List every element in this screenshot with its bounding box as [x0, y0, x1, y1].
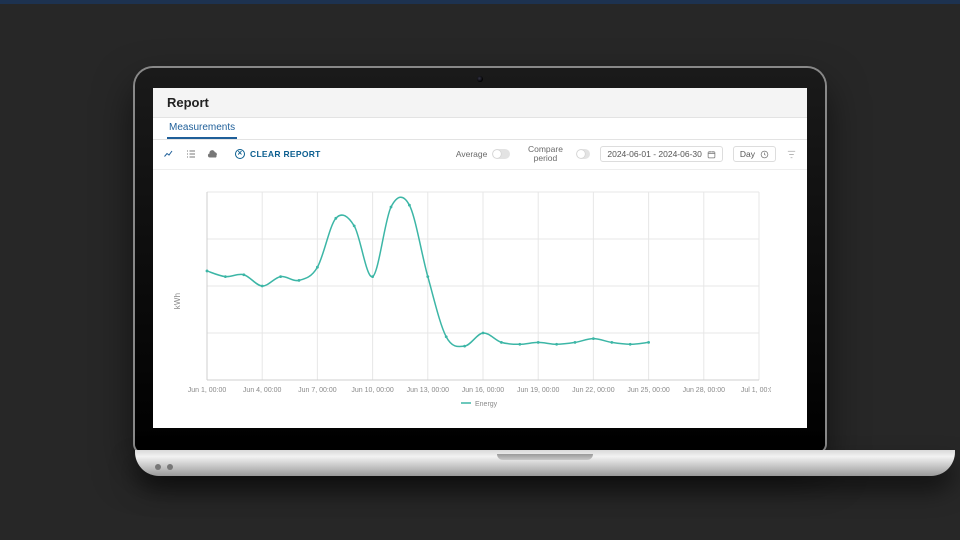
- page-background: Report Measurements CLEAR REPO: [0, 0, 960, 540]
- data-point: [463, 344, 466, 347]
- x-tick-label: Jun 10, 00:00: [351, 387, 394, 394]
- page-title-bar: Report: [153, 88, 807, 118]
- legend-label: Energy: [475, 401, 498, 408]
- data-point: [334, 217, 337, 220]
- compare-toggle[interactable]: [576, 149, 591, 159]
- chart-area: kWh Jun 1, 00:00 Jun 4, 00:00 Jun 7, 00:00…: [153, 170, 807, 428]
- data-point: [500, 341, 503, 344]
- x-tick-label: Jul 1, 00:00: [741, 387, 771, 394]
- data-point: [261, 284, 264, 287]
- data-point: [555, 343, 558, 346]
- data-point: [390, 205, 393, 208]
- data-point: [371, 275, 374, 278]
- granularity-label: Day: [740, 149, 755, 159]
- data-point: [279, 275, 282, 278]
- page-title: Report: [167, 95, 209, 110]
- x-tick-label: Jun 7, 00:00: [298, 387, 337, 394]
- laptop-base: [135, 450, 955, 476]
- average-toggle-group: Average: [456, 149, 511, 159]
- clear-report-label: CLEAR REPORT: [250, 149, 321, 159]
- app-viewport: Report Measurements CLEAR REPO: [153, 88, 807, 428]
- data-point: [242, 273, 245, 276]
- clock-icon: [760, 150, 769, 159]
- average-toggle[interactable]: [492, 149, 510, 159]
- date-range-label: 2024-06-01 - 2024-06-30: [607, 149, 702, 159]
- list-icon[interactable]: [185, 148, 197, 160]
- data-point: [518, 343, 521, 346]
- data-point: [647, 341, 650, 344]
- x-tick-label: Jun 13, 00:00: [407, 387, 450, 394]
- tab-measurements[interactable]: Measurements: [167, 118, 237, 139]
- data-point: [537, 341, 540, 344]
- data-point: [224, 275, 227, 278]
- laptop-mock: Report Measurements CLEAR REPO: [135, 68, 825, 476]
- data-point: [206, 269, 209, 272]
- cloud-download-icon[interactable]: [207, 148, 219, 160]
- calendar-icon: [707, 150, 716, 159]
- data-point: [574, 341, 577, 344]
- clear-report-button[interactable]: CLEAR REPORT: [235, 149, 321, 159]
- data-point: [298, 279, 301, 282]
- x-tick-label: Jun 28, 00:00: [683, 387, 726, 394]
- data-point: [353, 224, 356, 227]
- tab-label: Measurements: [169, 122, 235, 133]
- data-point: [592, 337, 595, 340]
- tab-strip: Measurements: [153, 118, 807, 140]
- x-tick-label: Jun 19, 00:00: [517, 387, 560, 394]
- energy-line-chart: Jun 1, 00:00 Jun 4, 00:00 Jun 7, 00:00 Jun …: [171, 184, 771, 414]
- x-tick-label: Jun 4, 00:00: [243, 387, 282, 394]
- chart-legend: Energy: [461, 401, 498, 408]
- x-tick-label: Jun 1, 00:00: [188, 387, 227, 394]
- data-point: [629, 343, 632, 346]
- view-switcher: [163, 148, 219, 160]
- x-tick-label: Jun 25, 00:00: [627, 387, 670, 394]
- data-point: [482, 331, 485, 334]
- laptop-camera: [477, 76, 483, 82]
- close-circle-icon: [235, 149, 245, 159]
- compare-toggle-group: Compare period: [520, 145, 590, 164]
- line-chart-icon[interactable]: [163, 148, 175, 160]
- x-tick-label: Jun 22, 00:00: [572, 387, 615, 394]
- report-toolbar: CLEAR REPORT Average Compare period 2024…: [153, 140, 807, 170]
- filter-icon[interactable]: [786, 149, 797, 160]
- x-tick-label: Jun 16, 00:00: [462, 387, 505, 394]
- data-point: [445, 335, 448, 338]
- compare-label: Compare period: [520, 145, 570, 164]
- laptop-bezel: Report Measurements CLEAR REPO: [135, 68, 825, 452]
- data-point: [610, 341, 613, 344]
- data-point: [426, 275, 429, 278]
- laptop-feet: [155, 464, 173, 470]
- y-axis-label: kWh: [173, 292, 182, 309]
- average-label: Average: [456, 149, 488, 159]
- date-range-picker[interactable]: 2024-06-01 - 2024-06-30: [600, 146, 723, 162]
- granularity-picker[interactable]: Day: [733, 146, 776, 162]
- data-point: [316, 265, 319, 268]
- data-point: [408, 203, 411, 206]
